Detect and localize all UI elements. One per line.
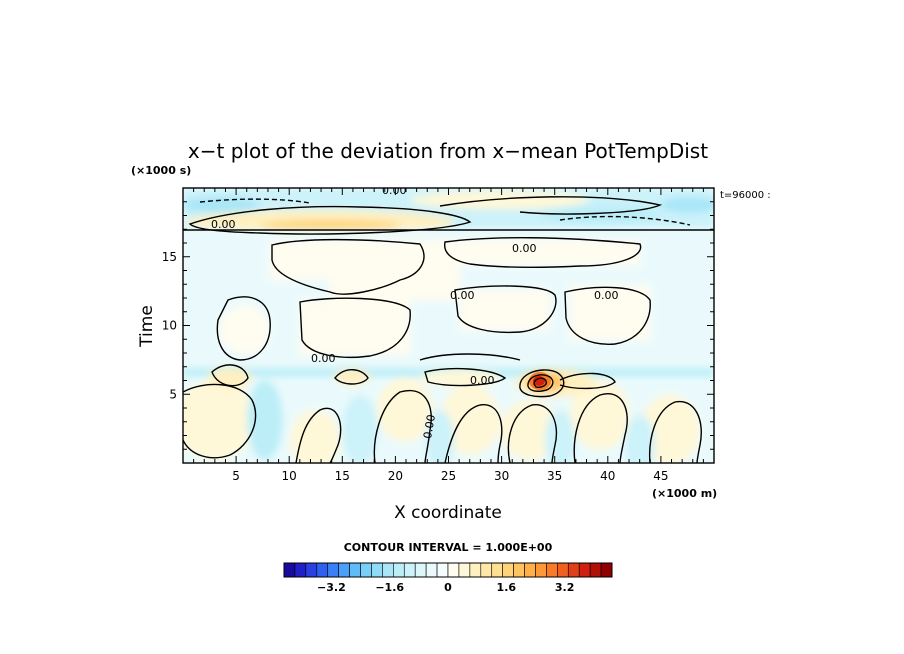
contour-label-top: 0.00 — [382, 184, 407, 197]
colorbar-swatch — [447, 562, 460, 578]
chart-title: x−t plot of the deviation from x−mean Po… — [188, 139, 708, 163]
contour-mid-5 — [299, 297, 411, 359]
contour-top-dash-2 — [199, 198, 311, 204]
time-stamp: t=96000 : — [720, 190, 771, 201]
colorbar-tick-label: −3.2 — [317, 581, 346, 594]
colorbar-tick-label: 3.2 — [555, 581, 575, 594]
contour-mid-2 — [443, 237, 642, 268]
colorbar-swatch — [600, 562, 613, 578]
plot-area: 0.00 0.00 0.00 0.00 0.00 0.00 0.00 0.00 — [183, 184, 714, 463]
x-tick-label: 45 — [653, 469, 668, 483]
contour-top-warm-outline — [188, 205, 472, 235]
contour-label-mid-c: 0.00 — [594, 289, 619, 302]
contour-label-top-left: 0.00 — [211, 218, 236, 231]
colorbar-swatch — [403, 562, 416, 578]
colorbar-swatch — [360, 562, 372, 578]
x-tick-label: 10 — [282, 469, 297, 483]
colorbar-swatch — [557, 562, 569, 578]
y-axis: 5 10 15 — [162, 201, 714, 450]
colorbar-frame — [283, 562, 613, 578]
colorbar-swatch — [589, 562, 602, 578]
colorbar-swatch — [327, 562, 339, 578]
contour-hot-inner — [533, 377, 547, 388]
colorbar-swatch — [436, 562, 449, 578]
contour-warm-band-4 — [559, 372, 616, 390]
y-tick-label: 15 — [162, 250, 177, 264]
colorbar-swatch — [480, 562, 493, 578]
y-tick-label: 10 — [162, 319, 177, 333]
contour-warm-band-3 — [424, 367, 507, 387]
x-axis: 5 10 15 20 25 30 35 40 45 — [193, 188, 704, 483]
colorbar-swatch — [524, 562, 536, 578]
colorbar-swatch — [458, 562, 471, 578]
contour-label-mid-a: 0.00 — [512, 242, 537, 255]
contour-top-dash — [559, 215, 691, 226]
y-tick-label: 5 — [169, 387, 177, 401]
y-unit-label: (×1000 s) — [131, 164, 191, 177]
contour-low-2 — [295, 407, 342, 463]
contour-labels: 0.00 0.00 0.00 0.00 0.00 0.00 0.00 0.00 — [211, 184, 619, 440]
colorbar-swatch — [567, 562, 580, 578]
contour-label-mid-b: 0.00 — [450, 289, 475, 302]
contour-warm-band-2 — [211, 364, 249, 387]
colorbar-swatch — [513, 562, 525, 578]
contour-hot-mid — [527, 374, 554, 392]
contour-label-low-b: 0.00 — [421, 413, 438, 439]
x-tick-label: 5 — [232, 469, 240, 483]
x-tick-label: 20 — [388, 469, 403, 483]
contour-low-7 — [648, 400, 702, 463]
colorbar-tick-label: −1.6 — [375, 581, 404, 594]
colorbar-swatch — [502, 562, 514, 578]
colorbar-swatch — [414, 562, 427, 578]
colorbar-swatch — [349, 562, 361, 578]
colorbar-swatch — [425, 562, 438, 578]
x-tick-label: 15 — [335, 469, 350, 483]
x-tick-label: 30 — [494, 469, 509, 483]
contour-lines — [183, 196, 714, 463]
contour-mid-3 — [454, 285, 557, 334]
contour-hot-outer — [519, 369, 565, 398]
colorbar-swatch — [371, 562, 383, 578]
x-axis-label: X coordinate — [394, 503, 502, 523]
colorbar-tick-label: 1.6 — [497, 581, 517, 594]
colorbar-swatch — [578, 562, 591, 578]
contour-interval-text: CONTOUR INTERVAL = 1.000E+00 — [344, 541, 553, 554]
colorbar-ticks: −3.2 −1.6 0 1.6 3.2 — [317, 581, 574, 594]
contour-low-4 — [444, 404, 503, 463]
contour-label-mid-d: 0.00 — [311, 352, 336, 365]
contour-low-5 — [507, 404, 558, 463]
upper-layer-fill — [183, 188, 714, 234]
colorbar-swatch — [305, 562, 318, 578]
colorbar-swatch — [382, 562, 394, 578]
contour-mid-1 — [271, 238, 425, 295]
contour-low-6 — [573, 393, 628, 463]
colorbar — [283, 562, 613, 578]
x-unit-label: (×1000 m) — [652, 487, 717, 500]
colorbar-swatch — [491, 562, 503, 578]
contour-warm-band-1 — [334, 369, 369, 385]
contour-label-low-a: 0.00 — [470, 374, 495, 387]
colorbar-swatch — [535, 562, 547, 578]
colorbar-swatch — [393, 562, 405, 578]
colorbar-swatch — [546, 562, 558, 578]
x-tick-label: 40 — [600, 469, 615, 483]
colorbar-swatch — [338, 562, 350, 578]
contour-low-3 — [373, 389, 432, 463]
colorbar-swatch — [316, 562, 329, 578]
colorbar-swatch — [469, 562, 482, 578]
y-axis-label: Time — [137, 305, 157, 348]
contour-top-right — [439, 196, 663, 215]
contour-mid-6 — [216, 296, 271, 361]
contour-mid-7 — [419, 353, 521, 361]
colorbar-swatch — [283, 562, 296, 578]
x-tick-label: 25 — [441, 469, 456, 483]
colorbar-tick-label: 0 — [444, 581, 452, 594]
contour-mid-4 — [564, 286, 651, 345]
contour-low-1 — [183, 383, 257, 459]
x-tick-label: 35 — [547, 469, 562, 483]
colorbar-swatch — [294, 562, 307, 578]
